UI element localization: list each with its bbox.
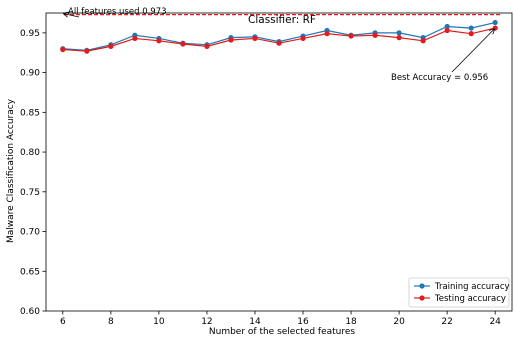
data-point-testing [156, 38, 162, 44]
y-axis-label: Malware Classification Accuracy [6, 98, 16, 243]
data-point-testing [108, 43, 114, 49]
legend-marker [419, 295, 425, 301]
data-point-testing [372, 32, 378, 38]
plot-frame [45, 12, 513, 312]
x-tick-label: 12 [201, 317, 212, 327]
x-tick-label: 16 [297, 317, 309, 327]
y-tick-label: 0.95 [20, 29, 40, 39]
x-tick-label: 20 [393, 317, 405, 327]
data-point-testing [132, 35, 138, 42]
data-point-testing [300, 35, 306, 42]
x-tick-label: 6 [60, 317, 66, 327]
data-point-training [468, 25, 474, 31]
data-point-testing [204, 43, 210, 49]
chart-title: Classifier: RF [248, 14, 316, 26]
y-tick-label: 0.90 [20, 69, 40, 79]
series-line-training [62, 21, 496, 51]
data-point-testing [348, 33, 354, 39]
data-point-testing [444, 27, 450, 34]
data-point-training [396, 30, 402, 36]
legend-label: Testing accuracy [434, 294, 506, 304]
annotation-all-features: All features used 0.973 [68, 7, 167, 17]
data-point-testing [468, 31, 474, 37]
y-tick-label: 0.60 [20, 307, 40, 317]
x-axis-label: Number of the selected features [209, 327, 356, 337]
data-point-testing [228, 37, 234, 43]
data-point-testing [396, 35, 402, 41]
y-tick-label: 0.80 [20, 148, 40, 158]
x-tick-label: 14 [249, 317, 261, 327]
x-tick-label: 10 [153, 317, 165, 327]
annotation-arrow-best-accuracy [451, 29, 494, 73]
data-point-training [444, 23, 450, 30]
x-tick-label: 18 [345, 317, 357, 327]
annotation-arrow-all-features [64, 14, 80, 18]
y-tick-label: 0.85 [20, 108, 40, 118]
data-point-training [492, 19, 498, 26]
data-point-testing [276, 40, 282, 46]
x-tick-label: 8 [108, 317, 114, 327]
y-tick-label: 0.65 [20, 267, 40, 277]
legend-marker [419, 283, 425, 289]
legend-label: Training accuracy [434, 282, 510, 292]
data-point-testing [252, 35, 258, 42]
plot-area: 6 8 10 12 14 16 18 20 22 24 0.60 0.65 0.70 0.75 0.80 0.… [20, 7, 513, 327]
y-tick-label: 0.75 [20, 188, 40, 198]
data-point-testing [84, 48, 90, 54]
data-point-testing [60, 46, 66, 53]
y-tick-label: 0.70 [20, 228, 40, 238]
x-tick-label: 22 [441, 317, 452, 327]
x-tick-label: 24 [489, 317, 501, 327]
legend-box [408, 277, 510, 308]
data-point-testing [180, 41, 186, 47]
data-point-testing [324, 31, 330, 37]
data-point-testing [420, 38, 426, 44]
annotation-best-accuracy: Best Accuracy = 0.956 [391, 73, 488, 83]
